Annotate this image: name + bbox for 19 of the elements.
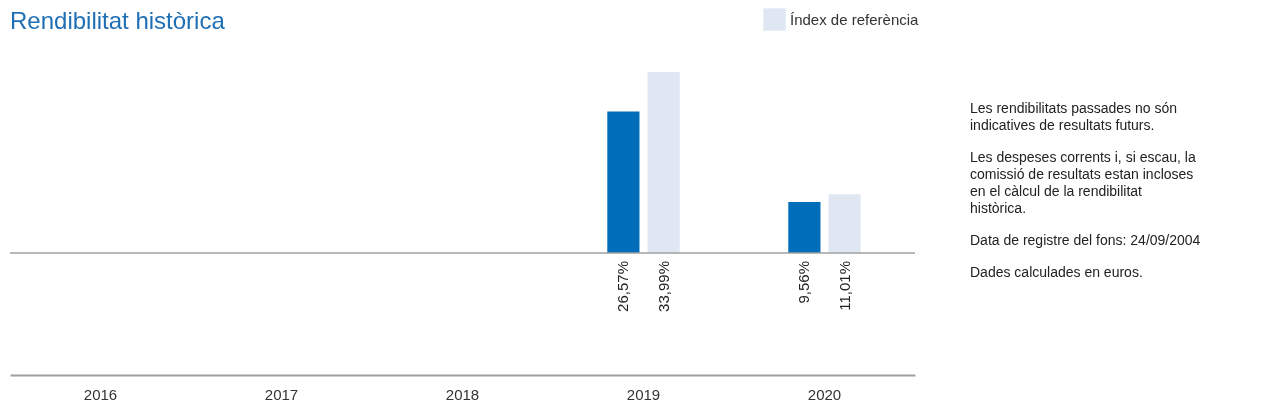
data-label: 26,57% [614,261,632,312]
x-tick-label: 2016 [83,385,118,403]
bar [647,72,680,253]
chart-title: Rendibilitat històrica [10,7,226,34]
text: Dades calculades en euros. [970,264,1143,280]
bar [607,111,640,253]
bar [788,202,821,253]
x-tick-label: 2020 [807,385,842,403]
text: Data de registre del fons: 24/09/2004 [970,232,1201,248]
data-label: 33,99% [654,261,672,312]
text: Les rendibilitats passades no són indicatives de resultats futurs. [970,100,1178,133]
data-label: 9,56% [795,261,813,304]
x-tick-label: 2017 [264,385,299,403]
x-tick-label: 2018 [445,385,480,403]
text: Les despeses corrents i, si escau, la comissió de resultats estan incloses en el càlcul de la rendibilitat històrica. [970,149,1196,216]
x-tick-label: 2019 [626,385,661,403]
data-label: 11,01% [835,261,853,311]
bar [828,194,861,253]
legend-label: Índex de referència [790,10,920,28]
